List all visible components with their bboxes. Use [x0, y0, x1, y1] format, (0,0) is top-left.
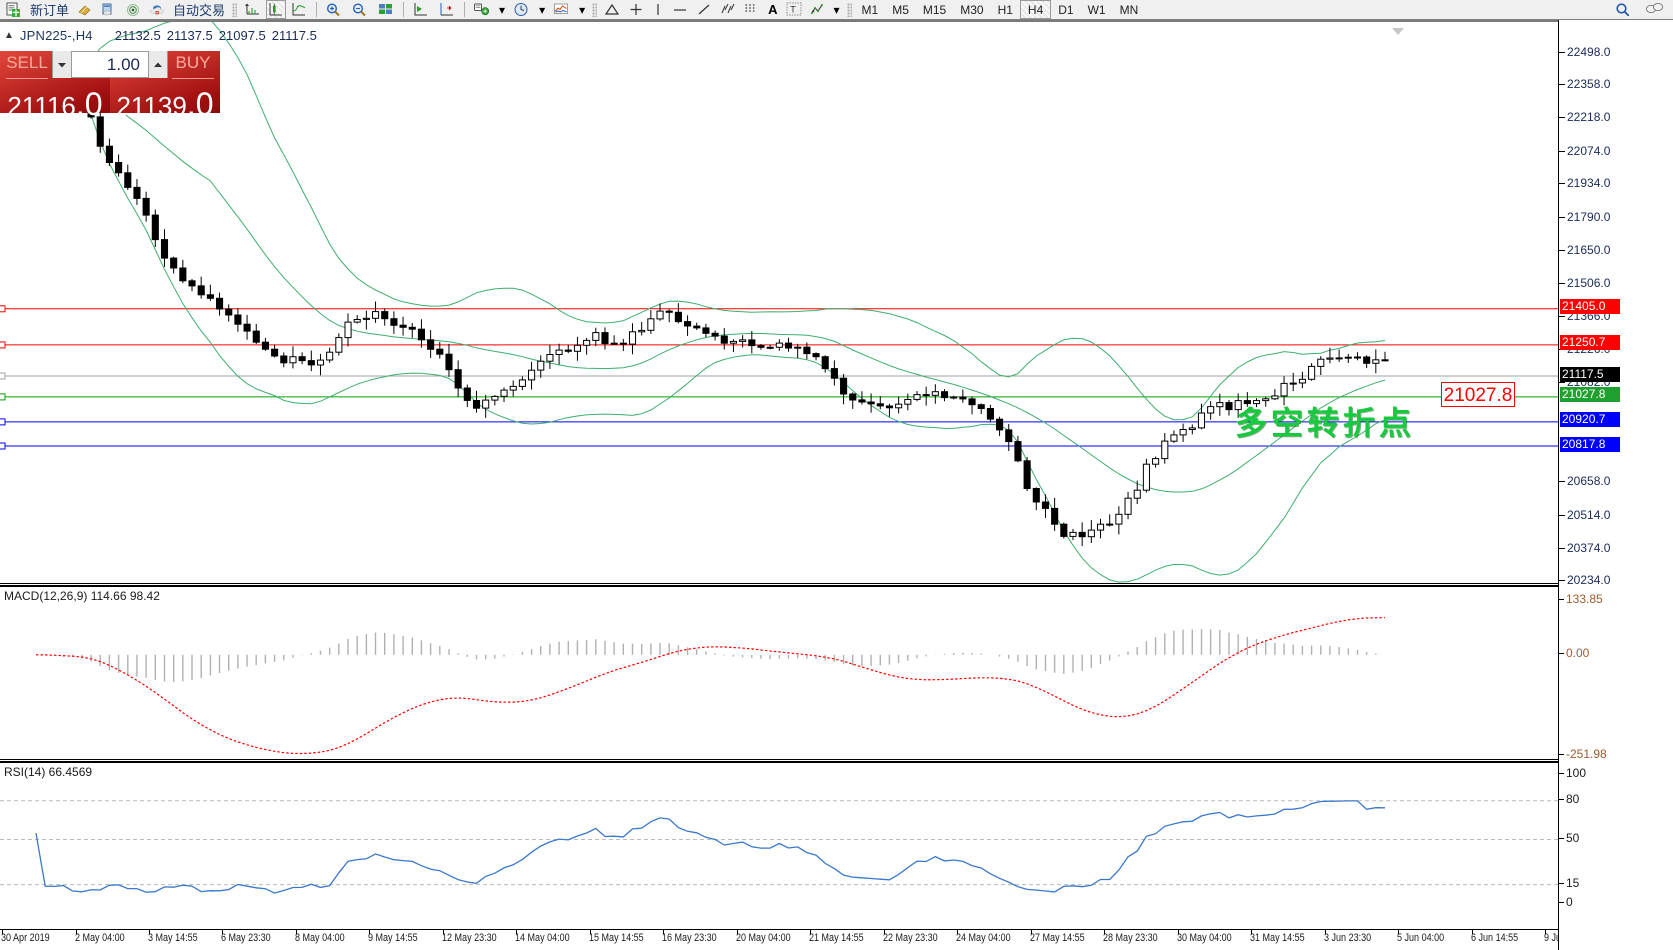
svg-text:T: T	[790, 5, 796, 15]
